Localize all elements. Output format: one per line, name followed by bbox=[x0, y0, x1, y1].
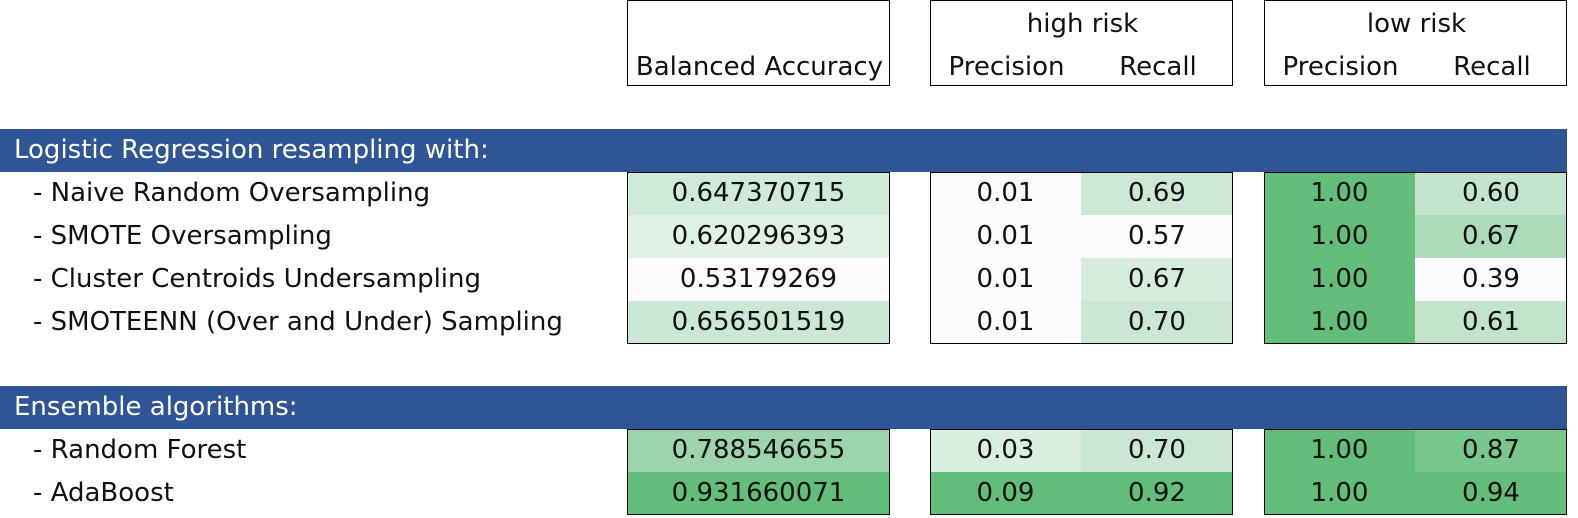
low-risk-recall-cell: 0.94 bbox=[1415, 472, 1567, 515]
high-risk-precision-cell: 0.01 bbox=[930, 172, 1081, 215]
high-risk-precision-cell: 0.09 bbox=[930, 472, 1081, 515]
high-risk-precision-cell: 0.01 bbox=[930, 301, 1081, 344]
header-balanced-accuracy-box: Balanced Accuracy bbox=[627, 0, 890, 86]
low-risk-precision-cell: 1.00 bbox=[1264, 472, 1415, 515]
high-risk-recall-cell: 0.70 bbox=[1081, 301, 1233, 344]
header-high-risk-precision: Precision bbox=[948, 52, 1065, 82]
high-risk-group-border bbox=[930, 172, 1233, 344]
row-label: - Cluster Centroids Undersampling bbox=[33, 264, 482, 294]
header-low-risk-precision: Precision bbox=[1282, 52, 1399, 82]
low-risk-precision-cell: 1.00 bbox=[1264, 172, 1415, 215]
low-risk-precision-cell: 1.00 bbox=[1264, 301, 1415, 344]
header-high-risk: high risk bbox=[1026, 9, 1139, 39]
low-risk-precision-cell: 1.00 bbox=[1264, 215, 1415, 258]
high-risk-recall-cell: 0.67 bbox=[1081, 258, 1233, 301]
high-risk-recall-cell: 0.69 bbox=[1081, 172, 1233, 215]
low-risk-recall-cell: 0.60 bbox=[1415, 172, 1567, 215]
row-label: - AdaBoost bbox=[33, 478, 174, 508]
high-risk-recall-cell: 0.92 bbox=[1081, 472, 1233, 515]
row-label: - Random Forest bbox=[33, 435, 247, 465]
balanced-accuracy-cell: 0.647370715 bbox=[627, 172, 890, 215]
high-risk-recall-cell: 0.70 bbox=[1081, 429, 1233, 472]
balanced-accuracy-cell: 0.788546655 bbox=[627, 429, 890, 472]
balanced-accuracy-cell: 0.620296393 bbox=[627, 215, 890, 258]
high-risk-group-border bbox=[930, 429, 1233, 515]
header-balanced-accuracy: Balanced Accuracy bbox=[635, 52, 884, 82]
balanced-accuracy-cell: 0.53179269 bbox=[627, 258, 890, 301]
low-risk-recall-cell: 0.67 bbox=[1415, 215, 1567, 258]
low-risk-precision-cell: 1.00 bbox=[1264, 429, 1415, 472]
section-logistic-regression-title: Logistic Regression resampling with: bbox=[0, 129, 1567, 172]
low-risk-group-border bbox=[1264, 172, 1567, 344]
high-risk-precision-cell: 0.01 bbox=[930, 215, 1081, 258]
low-risk-group-border bbox=[1264, 429, 1567, 515]
row-label: - SMOTEENN (Over and Under) Sampling bbox=[33, 307, 563, 337]
header-high-risk-box: high risk Precision Recall bbox=[930, 0, 1233, 86]
header-low-risk: low risk bbox=[1366, 9, 1467, 39]
header-low-risk-box: low risk Precision Recall bbox=[1264, 0, 1567, 86]
high-risk-precision-cell: 0.01 bbox=[930, 258, 1081, 301]
balanced-accuracy-cell: 0.656501519 bbox=[627, 301, 890, 344]
high-risk-precision-cell: 0.03 bbox=[930, 429, 1081, 472]
low-risk-precision-cell: 1.00 bbox=[1264, 258, 1415, 301]
section-ensemble-title: Ensemble algorithms: bbox=[0, 386, 1567, 429]
balanced-accuracy-group-border bbox=[627, 172, 890, 344]
row-label: - SMOTE Oversampling bbox=[33, 221, 332, 251]
low-risk-recall-cell: 0.39 bbox=[1415, 258, 1567, 301]
balanced-accuracy-cell: 0.931660071 bbox=[627, 472, 890, 515]
low-risk-recall-cell: 0.87 bbox=[1415, 429, 1567, 472]
balanced-accuracy-group-border bbox=[627, 429, 890, 515]
header-low-risk-recall: Recall bbox=[1453, 52, 1531, 82]
row-label: - Naive Random Oversampling bbox=[33, 178, 431, 208]
high-risk-recall-cell: 0.57 bbox=[1081, 215, 1233, 258]
low-risk-recall-cell: 0.61 bbox=[1415, 301, 1567, 344]
header-high-risk-recall: Recall bbox=[1119, 52, 1197, 82]
